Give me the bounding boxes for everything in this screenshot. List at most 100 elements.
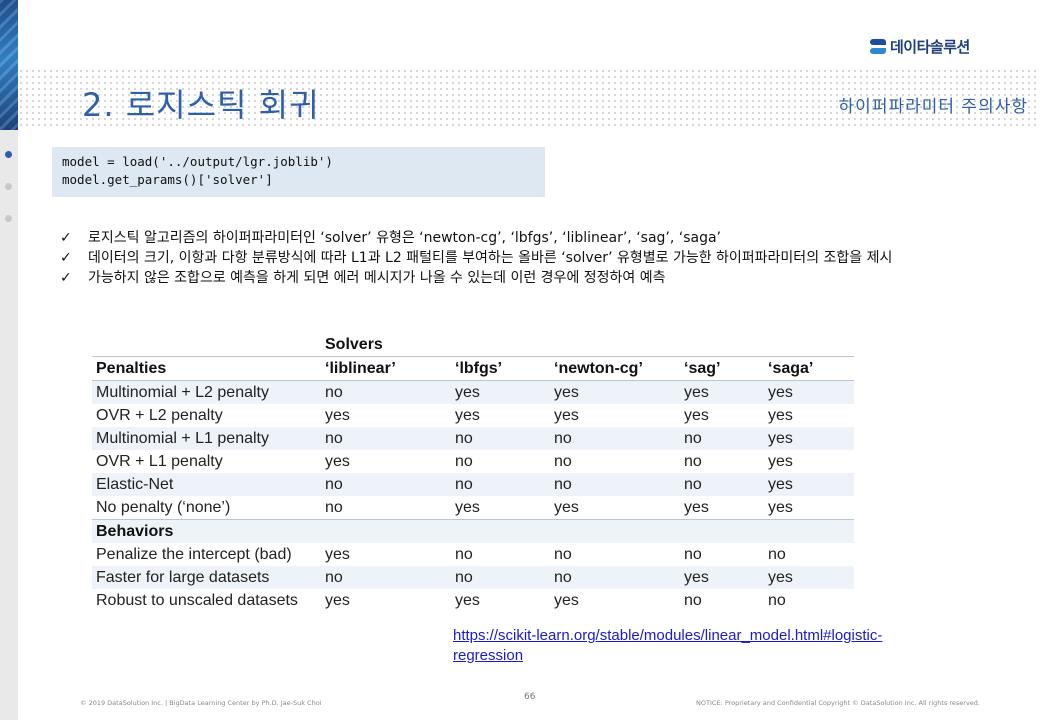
table-row: OVR + L2 penalty yes yes yes yes yes: [92, 404, 854, 427]
table-cell: no: [768, 591, 786, 609]
reference-link[interactable]: https://scikit-learn.org/stable/modules/…: [453, 626, 973, 666]
bullet-text: 로지스틱 알고리즘의 하이퍼파라미터인 ‘solver’ 유형은 ‘newton…: [88, 230, 722, 246]
table-cell: yes: [680, 566, 764, 589]
table-cell: no: [455, 452, 473, 470]
solver-penalty-table: Solvers Penalties ‘liblinear’ ‘lbfgs’ ‘n…: [92, 333, 854, 612]
table-row: No penalty (‘none’) no yes yes yes yes: [92, 496, 854, 520]
checkmark-icon: ✓: [60, 250, 72, 266]
left-sidebar-strip: [0, 0, 18, 720]
reference-link-line[interactable]: regression: [453, 647, 524, 664]
bullet-text: 데이터의 크기, 이항과 다항 분류방식에 따라 L1과 L2 패털티를 부여하…: [88, 250, 893, 266]
footer-copyright: © 2019 DataSolution Inc. | BigData Learn…: [80, 699, 322, 707]
table-cell: yes: [764, 473, 854, 496]
title-band: [18, 68, 1040, 128]
table-row: Elastic-Net no no no no yes: [92, 473, 854, 496]
table-cell: no: [451, 427, 550, 450]
table-cell: yes: [554, 406, 579, 424]
table-cell: no: [680, 427, 764, 450]
row-label: Penalize the intercept (bad): [96, 545, 292, 563]
table-header-row: Solvers: [92, 333, 854, 357]
bullet-item: ✓ 로지스틱 알고리즘의 하이퍼파라미터인 ‘solver’ 유형은 ‘newt…: [60, 228, 1020, 248]
table-cell: no: [684, 545, 702, 563]
table-cell: [764, 519, 854, 543]
table-cell: yes: [768, 452, 793, 470]
table-cell: yes: [325, 591, 350, 609]
column-header: ‘liblinear’: [321, 356, 451, 381]
row-label: No penalty (‘none’): [92, 496, 321, 520]
row-label: Faster for large datasets: [92, 566, 321, 589]
table-cell: yes: [684, 406, 709, 424]
row-label: Multinomial + L2 penalty: [92, 380, 321, 404]
table-cell: [680, 333, 764, 357]
bullet-list: ✓ 로지스틱 알고리즘의 하이퍼파라미터인 ‘solver’ 유형은 ‘newt…: [60, 228, 1020, 288]
code-block: model = load('../output/lgr.joblib') mod…: [52, 147, 545, 197]
checkmark-icon: ✓: [60, 270, 72, 286]
reference-link-line[interactable]: https://scikit-learn.org/stable/modules/…: [453, 627, 883, 644]
table-section-row: Behaviors: [92, 519, 854, 543]
table-cell: [451, 333, 550, 357]
page-title: 2. 로지스틱 회귀: [82, 86, 320, 124]
table-cell: no: [321, 380, 451, 404]
table-cell: no: [550, 473, 680, 496]
table-cell: yes: [325, 406, 350, 424]
table-cell: no: [554, 545, 572, 563]
table-cell: yes: [554, 591, 579, 609]
table-cell: [321, 519, 451, 543]
table-cell: no: [321, 566, 451, 589]
column-header: ‘saga’: [764, 356, 854, 381]
sidebar-decoration: [0, 0, 18, 130]
table-cell: yes: [764, 566, 854, 589]
row-label: OVR + L2 penalty: [96, 406, 223, 424]
table-cell: yes: [764, 496, 854, 520]
column-header: ‘newton-cg’: [550, 356, 680, 381]
table-cell: no: [321, 427, 451, 450]
table-cell: [92, 333, 321, 357]
table-cell: yes: [764, 427, 854, 450]
table-cell: [680, 519, 764, 543]
row-label: Multinomial + L1 penalty: [92, 427, 321, 450]
table-cell: no: [321, 473, 451, 496]
slide-indicator[interactable]: [5, 215, 12, 222]
table-cell: no: [451, 566, 550, 589]
table-cell: yes: [550, 380, 680, 404]
table-cell: [764, 333, 854, 357]
table-cell: yes: [451, 380, 550, 404]
code-line: model = load('../output/lgr.joblib'): [62, 154, 333, 169]
table-cell: no: [680, 473, 764, 496]
slide-indicator-active[interactable]: [5, 151, 12, 158]
table-cell: [550, 519, 680, 543]
column-header: ‘lbfgs’: [451, 356, 550, 381]
table-cell: yes: [768, 406, 793, 424]
table-row: OVR + L1 penalty yes no no no yes: [92, 450, 854, 473]
checkmark-icon: ✓: [60, 230, 72, 246]
table-row: Multinomial + L1 penalty no no no no yes: [92, 427, 854, 450]
table-cell: no: [550, 427, 680, 450]
table-row: Multinomial + L2 penalty no yes yes yes …: [92, 380, 854, 404]
table-cell: yes: [550, 496, 680, 520]
table-cell: no: [684, 591, 702, 609]
table-cell: [451, 519, 550, 543]
table-cell: [550, 333, 680, 357]
table-cell: yes: [451, 496, 550, 520]
table-cell: no: [451, 473, 550, 496]
table-cell: no: [554, 452, 572, 470]
table-row: Penalize the intercept (bad) yes no no n…: [92, 543, 854, 566]
row-label: OVR + L1 penalty: [96, 452, 223, 470]
page-subtitle: 하이퍼파라미터 주의사항: [838, 97, 1028, 117]
bullet-item: ✓ 데이터의 크기, 이항과 다항 분류방식에 따라 L1과 L2 패털티를 부…: [60, 248, 1020, 268]
bullet-item: ✓ 가능하지 않은 조합으로 예측을 하게 되면 에러 메시지가 나올 수 있는…: [60, 268, 1020, 288]
table-cell: yes: [455, 591, 480, 609]
table-cell: yes: [325, 545, 350, 563]
page-number: 66: [524, 692, 536, 702]
table-cell: yes: [680, 496, 764, 520]
table-cell: yes: [455, 406, 480, 424]
table-cell: yes: [325, 452, 350, 470]
slide-indicator[interactable]: [5, 183, 12, 190]
table-cell: no: [550, 566, 680, 589]
row-label: Elastic-Net: [92, 473, 321, 496]
logo-text: 데이타솔루션: [890, 38, 970, 56]
bullet-text: 가능하지 않은 조합으로 예측을 하게 되면 에러 메시지가 나올 수 있는데 …: [88, 270, 666, 286]
table-cell: no: [768, 545, 786, 563]
table-cell: no: [321, 496, 451, 520]
table-cell: no: [455, 545, 473, 563]
